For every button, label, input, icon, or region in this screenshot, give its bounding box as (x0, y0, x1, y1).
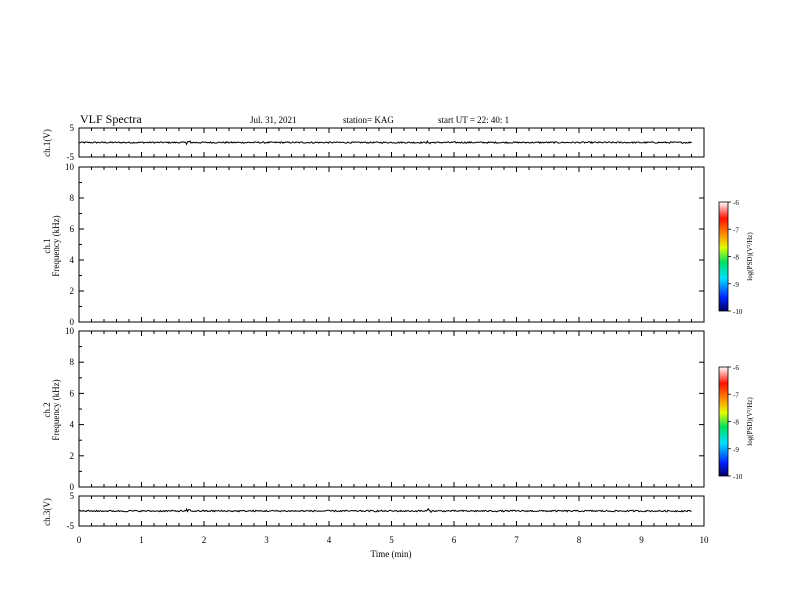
ch1-voltage-ytick-label: -5 (67, 152, 75, 162)
start-time-label: start UT = 22: 40: 1 (438, 115, 509, 125)
station-label: station= KAG (343, 115, 394, 125)
ch1-voltage-ytick-label: 5 (70, 123, 75, 133)
date-label: Jul. 31, 2021 (250, 115, 297, 125)
ch1-voltage-trace (78, 139, 692, 146)
ch1-voltage-panel: 5 -5 (67, 123, 705, 162)
figure-title: VLF Spectra (80, 112, 142, 126)
